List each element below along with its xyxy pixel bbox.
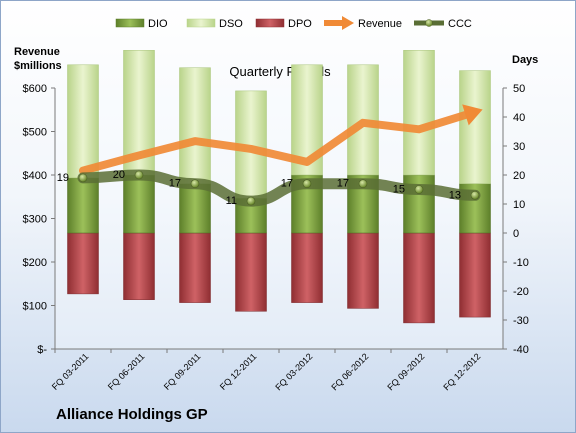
- ccc-data-label: 20: [113, 169, 125, 181]
- legend-item-dio: DIO: [115, 18, 168, 30]
- bar-dpo: [403, 232, 435, 324]
- right-tick-label: 0: [513, 228, 519, 240]
- legend-label-dpo: DPO: [288, 18, 312, 30]
- bar-dpo: [459, 232, 491, 318]
- ccc-point: [246, 196, 256, 206]
- bar-dso: [67, 64, 99, 179]
- ccc-data-label: 15: [393, 184, 405, 196]
- bar-dpo: [235, 232, 267, 312]
- bar-dio: [123, 174, 155, 234]
- x-tick-label: FQ 09-2012: [385, 351, 426, 392]
- right-tick-label: 20: [513, 170, 525, 182]
- right-tick-label: 40: [513, 112, 525, 124]
- legend-label-dso: DSO: [219, 18, 243, 30]
- right-tick-label: -40: [513, 344, 529, 356]
- right-tick-label: 10: [513, 199, 525, 211]
- legend-item-revenue: Revenue: [324, 16, 402, 30]
- revenue-arrowhead: [462, 104, 483, 126]
- right-tick-label: -10: [513, 257, 529, 269]
- x-tick-label: FQ 06-2012: [329, 351, 370, 392]
- x-tick-label: FQ 03-2011: [50, 351, 91, 392]
- legend-item-dpo: DPO: [255, 18, 312, 30]
- right-tick-label: 30: [513, 141, 525, 153]
- ccc-point: [134, 170, 144, 180]
- left-tick-label: $600: [23, 83, 47, 95]
- left-axis-title-line1: Revenue: [14, 46, 60, 58]
- x-tick-label: FQ 03-2012: [273, 351, 314, 392]
- legend-item-ccc: CCC: [414, 18, 472, 30]
- left-tick-label: $300: [23, 214, 47, 226]
- bar-dso: [459, 70, 491, 184]
- legend-label-ccc: CCC: [448, 18, 472, 30]
- right-tick-label: -30: [513, 315, 529, 327]
- left-tick-label: $400: [23, 170, 47, 182]
- ccc-point: [190, 179, 200, 188]
- x-tick-label: FQ 06-2011: [106, 351, 147, 392]
- ccc-point: [302, 179, 312, 188]
- ccc-data-label: 17: [281, 178, 293, 190]
- bar-dpo: [179, 232, 211, 303]
- lines-layer: 19 20 17 11 17 17 15 13: [57, 104, 483, 207]
- ccc-point: [78, 173, 88, 183]
- legend-label-dio: DIO: [148, 18, 168, 30]
- right-tick-label: -20: [513, 286, 529, 298]
- ccc-data-label: 11: [226, 195, 237, 207]
- right-tick-label: 50: [513, 83, 525, 95]
- ccc-data-label: 19: [57, 172, 69, 184]
- ccc-point: [414, 185, 424, 194]
- bar-dso: [403, 50, 435, 176]
- x-tick-label: FQ 09-2011: [162, 351, 203, 392]
- legend: DIO DSO DPO Revenue CCC: [115, 16, 472, 30]
- bar-dso: [179, 67, 211, 184]
- left-tick-label: $500: [23, 127, 47, 139]
- bar-dpo: [67, 232, 99, 295]
- ccc-point: [358, 179, 368, 188]
- bar-dio: [67, 177, 99, 234]
- ccc-data-label: 13: [449, 189, 461, 201]
- left-tick-label: $200: [23, 257, 47, 269]
- bar-dpo: [123, 232, 155, 300]
- revenue-line: [79, 110, 470, 175]
- legend-label-revenue: Revenue: [358, 18, 402, 30]
- ccc-line: [77, 169, 481, 207]
- x-tick-label: FQ 12-2011: [218, 351, 259, 392]
- bar-dio: [179, 183, 211, 234]
- right-axis-title: Days: [512, 54, 538, 66]
- bar-dpo: [291, 232, 323, 303]
- ccc-point: [470, 191, 480, 200]
- ccc-data-label: 17: [169, 178, 181, 190]
- x-tick-label: FQ 12-2012: [441, 351, 482, 392]
- ccc-data-label: 17: [337, 178, 349, 190]
- left-tick-label: $-: [37, 344, 47, 356]
- left-tick-label: $100: [23, 301, 47, 313]
- legend-item-dso: DSO: [186, 18, 243, 30]
- left-axis-title-line2: $millions: [14, 60, 62, 72]
- bar-dpo: [347, 232, 379, 309]
- footer-company-name: Alliance Holdings GP: [56, 406, 208, 423]
